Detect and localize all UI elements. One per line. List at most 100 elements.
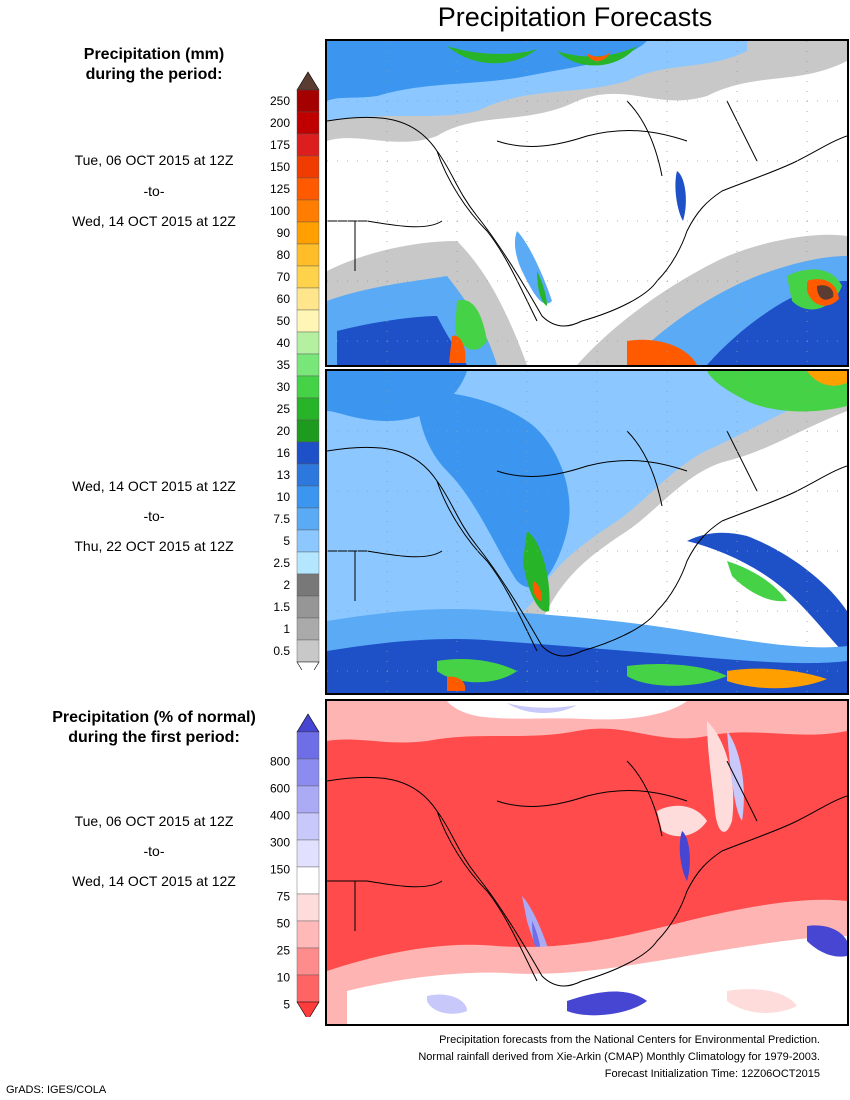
- scale-swatch: [296, 221, 320, 245]
- scale-tick-label: 1.5: [273, 600, 290, 614]
- footnote-source: Precipitation forecasts from the Nationa…: [439, 1034, 820, 1046]
- scale-swatch: [296, 89, 320, 113]
- period2-start: Wed, 14 OCT 2015 at 12Z: [72, 478, 236, 494]
- scale-tick-label: 2: [283, 578, 290, 592]
- scale-top-arrow: [296, 713, 320, 733]
- precip-mm-colorbar: 2502001751501251009080706050403530252016…: [270, 71, 320, 670]
- scale-swatch: [296, 463, 320, 487]
- scale-tick-label: 5: [283, 534, 290, 548]
- scale-swatch: [296, 758, 320, 787]
- period1-start: Tue, 06 OCT 2015 at 12Z: [74, 152, 234, 168]
- scale-swatch: [296, 441, 320, 465]
- scale-tick-label: 0.5: [273, 644, 290, 658]
- map-panel-percent-normal: [325, 699, 849, 1026]
- scale-swatch: [296, 375, 320, 399]
- period2-separator: -to-: [143, 508, 165, 524]
- precip-pct-colorbar: 800 600 400 300 150 75 50 25 10 5: [270, 713, 320, 1017]
- scale-swatch: [296, 529, 320, 553]
- scale-tick-label: 25: [277, 402, 291, 416]
- scale-tick-label: 150: [270, 160, 290, 174]
- scale-tick-label: 10: [277, 490, 291, 504]
- period2-end: Thu, 22 OCT 2015 at 12Z: [74, 538, 234, 554]
- footnote-climatology: Normal rainfall derived from Xie-Arkin (…: [418, 1051, 820, 1063]
- scale-swatch: [296, 331, 320, 355]
- precip-mm-heading-line1: Precipitation (mm): [83, 46, 225, 63]
- period3-end: Wed, 14 OCT 2015 at 12Z: [72, 873, 236, 889]
- scale-swatch: [296, 595, 320, 619]
- scale-tick-label: 40: [277, 336, 291, 350]
- scale-tick-label: 175: [270, 138, 290, 152]
- period3-start: Tue, 06 OCT 2015 at 12Z: [74, 813, 234, 829]
- scale-swatch: [296, 731, 320, 760]
- scale-tick-label: 300: [270, 836, 290, 850]
- precip-mm-heading-line2: during the period:: [85, 66, 223, 83]
- scale-bottom-arrow: [296, 1001, 320, 1017]
- scale-swatch: [296, 785, 320, 814]
- scale-tick-label: 400: [270, 809, 290, 823]
- precip-map-period1: [327, 41, 847, 365]
- scale-swatch: [296, 199, 320, 223]
- scale-bottom-arrow: [296, 661, 320, 670]
- scale-tick-label: 16: [277, 446, 291, 460]
- scale-tick-label: 13: [277, 468, 291, 482]
- map-panel-period2: [325, 369, 849, 695]
- scale-swatch: [296, 265, 320, 289]
- footnote-init-time: Forecast Initialization Time: 12Z06OCT20…: [604, 1068, 820, 1080]
- scale-tick-label: 50: [277, 314, 291, 328]
- scale-swatch: [296, 893, 320, 922]
- scale-swatch: [296, 155, 320, 179]
- precip-map-period2: [327, 371, 847, 693]
- scale-tick-label: 60: [277, 292, 291, 306]
- scale-swatch: [296, 974, 320, 1003]
- scale-swatch: [296, 839, 320, 868]
- scale-tick-label: 35: [277, 358, 291, 372]
- scale-swatch: [296, 111, 320, 135]
- scale-swatch: [296, 353, 320, 377]
- scale-tick-label: 7.5: [273, 512, 290, 526]
- scale-tick-label: 150: [270, 863, 290, 877]
- precip-pct-heading-line1: Precipitation (% of normal): [52, 709, 256, 726]
- scale-swatch: [296, 507, 320, 531]
- scale-swatch: [296, 551, 320, 575]
- scale-tick-label: 800: [270, 755, 290, 769]
- precip-pct-heading: Precipitation (% of normal) during the f…: [20, 708, 288, 748]
- scale-swatch: [296, 397, 320, 421]
- scale-tick-label: 75: [277, 890, 291, 904]
- scale-swatch: [296, 639, 320, 663]
- precip-mm-heading: Precipitation (mm) during the period:: [20, 45, 288, 85]
- scale-tick-label: 90: [277, 226, 291, 240]
- scale-swatch: [296, 485, 320, 509]
- scale-tick-label: 70: [277, 270, 291, 284]
- scale-tick-label: 200: [270, 116, 290, 130]
- scale-swatch: [296, 573, 320, 597]
- scale-tick-label: 10: [277, 971, 291, 985]
- scale-tick-label: 80: [277, 248, 291, 262]
- scale-tick-label: 30: [277, 380, 291, 394]
- precip-pct-heading-line2: during the first period:: [68, 729, 240, 746]
- scale-swatch: [296, 419, 320, 443]
- scale-tick-label: 2.5: [273, 556, 290, 570]
- scale-swatch: [296, 947, 320, 976]
- scale-top-arrow: [296, 71, 320, 91]
- scale-tick-label: 50: [277, 917, 291, 931]
- scale-swatch: [296, 617, 320, 641]
- scale-swatch: [296, 812, 320, 841]
- scale-swatch: [296, 920, 320, 949]
- precip-pct-map: [327, 701, 847, 1024]
- scale-swatch: [296, 866, 320, 895]
- scale-swatch: [296, 133, 320, 157]
- scale-swatch: [296, 287, 320, 311]
- scale-tick-label: 20: [277, 424, 291, 438]
- scale-tick-label: 250: [270, 94, 290, 108]
- scale-tick-label: 125: [270, 182, 290, 196]
- grads-credit: GrADS: IGES/COLA: [6, 1084, 107, 1096]
- scale-swatch: [296, 243, 320, 267]
- period1-end: Wed, 14 OCT 2015 at 12Z: [72, 213, 236, 229]
- page-title: Precipitation Forecasts: [437, 2, 713, 32]
- scale-swatch: [296, 309, 320, 333]
- scale-tick-label: 600: [270, 782, 290, 796]
- scale-tick-label: 5: [283, 998, 290, 1012]
- scale-tick-label: 1: [283, 622, 290, 636]
- scale-swatch: [296, 177, 320, 201]
- period1-separator: -to-: [143, 183, 165, 199]
